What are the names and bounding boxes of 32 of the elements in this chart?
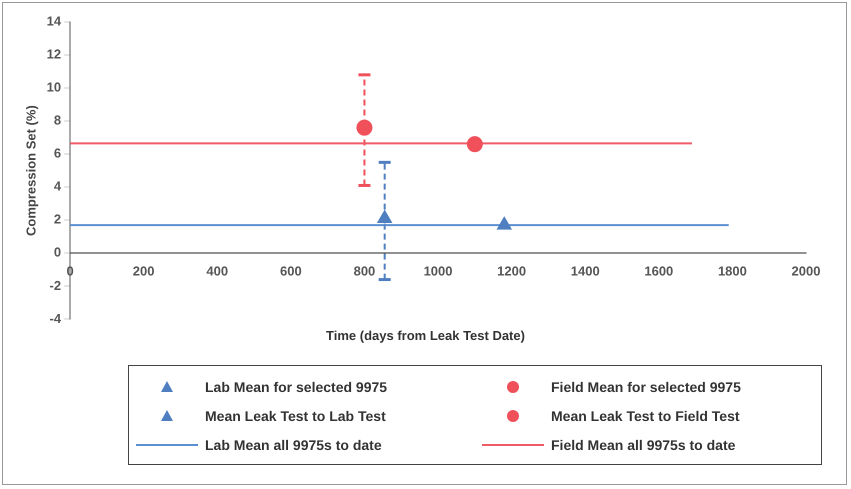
point	[356, 120, 372, 136]
x-tick-label: 1400	[570, 264, 600, 279]
x-tick-label: 2000	[792, 264, 820, 279]
legend-label: Mean Leak Test to Lab Test	[205, 408, 386, 424]
x-axis-title: Time (days from Leak Test Date)	[325, 328, 526, 343]
y-tick-label: 4	[54, 178, 62, 194]
y-tick-label: 10	[46, 80, 62, 95]
y-tick-label: -4	[49, 310, 62, 326]
legend-label: Lab Mean all 9975s to date	[205, 436, 382, 452]
legend-label: Field Mean for selected 9975	[551, 378, 741, 394]
x-tick-label: 1800	[718, 264, 747, 279]
y-tick-label: -2	[49, 278, 62, 293]
y-tick-label: 2	[54, 212, 62, 227]
point	[497, 217, 512, 230]
x-tick-label: 200	[132, 264, 155, 279]
y-tick-label: 8	[54, 112, 62, 128]
legend-label: Lab Mean for selected 9975	[205, 378, 388, 394]
legend-label: Mean Leak Test to Field Test	[551, 408, 740, 424]
x-tick-label: 400	[206, 264, 228, 279]
x-tick-label: 800	[354, 264, 376, 279]
y-tick-label: 12	[46, 46, 62, 62]
point	[378, 210, 392, 223]
point	[466, 136, 483, 152]
x-tick-label: 600	[280, 264, 302, 279]
y-tick-label: 0	[54, 244, 62, 260]
x-tick-label: 1600	[644, 264, 674, 279]
x-tick-label: 1000	[424, 264, 452, 279]
y-axis-title: Compression Set (%)	[23, 105, 38, 236]
x-tick-label: 1200	[497, 264, 526, 279]
y-tick-label: 14	[46, 14, 62, 29]
legend-label: Field Mean all 9975s to date	[551, 436, 736, 452]
y-tick-label: 6	[54, 146, 62, 161]
